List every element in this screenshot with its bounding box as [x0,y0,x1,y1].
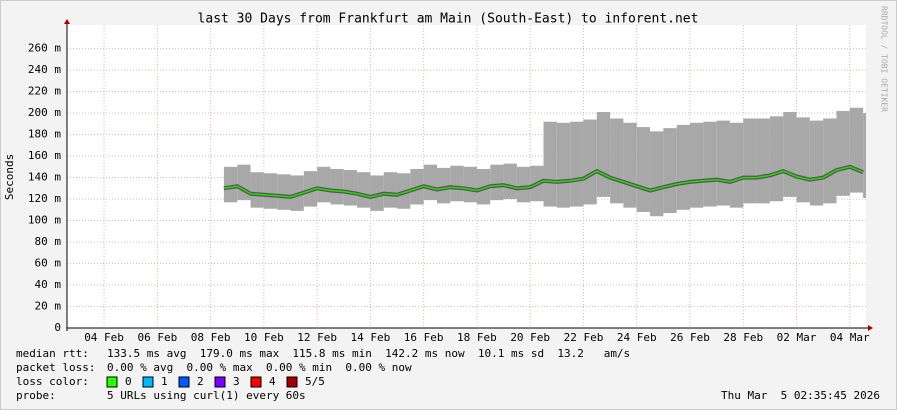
y-tick-label: 60 m [35,257,62,270]
x-tick-label: 10 Feb [244,331,284,344]
smoke-band [277,174,291,210]
smoke-band [583,119,597,205]
x-tick-label: 16 Feb [404,331,444,344]
smoke-band [796,117,810,203]
stats: median rtt: 133.5 ms avg 179.0 ms max 11… [16,347,880,402]
smoke-band [610,118,624,204]
y-tick-label: 220 m [28,85,61,98]
legend-swatch [106,376,118,388]
legend-swatch [214,376,226,388]
y-tick-label: 240 m [28,63,61,76]
y-tick-label: 140 m [28,171,61,184]
legend-label: 4 [269,375,276,388]
legend-swatch [250,376,262,388]
legend-label: 0 [125,375,132,388]
smoke-band [436,167,451,204]
smoke-band [490,164,504,201]
smoke-band [357,172,371,208]
smoke-band [596,112,611,197]
chart-title: last 30 Days from Frankfurt am Main (Sou… [198,12,699,27]
stat-label: packet loss: [16,361,95,374]
legend-swatch [286,376,298,388]
stat-label: probe: [16,389,56,402]
x-tick-label: 02 Mar [777,331,817,344]
y-tick-label: 180 m [28,128,61,141]
y-tick-label: 160 m [28,149,61,162]
legend-label: 3 [233,375,240,388]
axis-arrow [64,19,70,24]
smoke-band [503,163,517,200]
smoke-band [743,118,757,204]
y-tick-label: 120 m [28,192,61,205]
smoke-band [570,121,584,207]
x-tick-label: 06 Feb [137,331,177,344]
smoke-band [263,173,278,209]
x-tick-label: 14 Feb [351,331,391,344]
x-tick-label: 20 Feb [510,331,550,344]
stat-text: 5 URLs using curl(1) every 60s [107,389,306,402]
legend-label: 2 [197,375,204,388]
smoke-band [463,166,477,203]
axis-arrow [868,325,873,331]
x-tick-label: 12 Feb [297,331,337,344]
stat-label: loss color: [16,375,89,388]
y-tick-label: 260 m [28,42,61,55]
y-tick-label: 0 [54,321,61,334]
smoke-band [729,122,744,208]
x-tick-label: 18 Feb [457,331,497,344]
smoke-band [317,166,331,203]
legend-label: 5/5 [305,375,325,388]
smoke-band [383,172,398,208]
smoke-band [330,168,344,205]
smoke-band [716,120,730,206]
smoke-band [423,164,437,201]
smoke-band [663,128,677,214]
smoke-band [756,118,770,204]
smoke-band [250,172,264,208]
smoke-band [703,121,717,207]
smoke-band [343,170,358,206]
smoke-band [676,124,691,210]
x-tick-label: 24 Feb [617,331,657,344]
smoke-band [783,112,797,197]
smoke-band [636,127,651,212]
smoke-band [809,120,824,206]
y-tick-label: 40 m [35,278,62,291]
smoke-band [556,122,571,208]
watermark: RRDTOOL / TOBI OETIKER [880,6,889,112]
x-tick-label: 28 Feb [723,331,763,344]
x-tick-label: 22 Feb [564,331,604,344]
y-axis-label: Seconds [3,154,16,200]
smoke-band [769,116,784,202]
y-tick-label: 200 m [28,106,61,119]
smoke-band [823,118,837,204]
smoke-band [849,107,864,193]
x-tick-label: 04 Feb [84,331,124,344]
smoke-band [450,165,464,202]
stat-text: 133.5 ms avg 179.0 ms max 115.8 ms min 1… [107,347,630,360]
x-tick-label: 26 Feb [670,331,710,344]
y-tick-label: 100 m [28,214,61,227]
smoke-band [516,166,531,203]
smoke-band [690,122,704,208]
stat-text: 0.00 % avg 0.00 % max 0.00 % min 0.00 % … [107,361,412,374]
legend-label: 1 [161,375,168,388]
legend-swatch [178,376,190,388]
legend-swatch [142,376,154,388]
x-tick-label: 08 Feb [191,331,231,344]
smoke-band [370,175,384,211]
x-tick-label: 04 Mar [830,331,870,344]
median-line [223,166,864,198]
smoke-band [863,113,866,198]
y-tick-label: 80 m [35,235,62,248]
timestamp: Thu Mar 5 02:35:45 2026 [721,389,880,402]
smoke-band [836,110,850,196]
smoke-band [223,166,238,203]
stat-label: median rtt: [16,347,89,360]
smoke-band [623,122,637,208]
smoke-band [543,121,557,207]
smoke-band [650,131,664,217]
y-tick-label: 20 m [35,300,62,313]
